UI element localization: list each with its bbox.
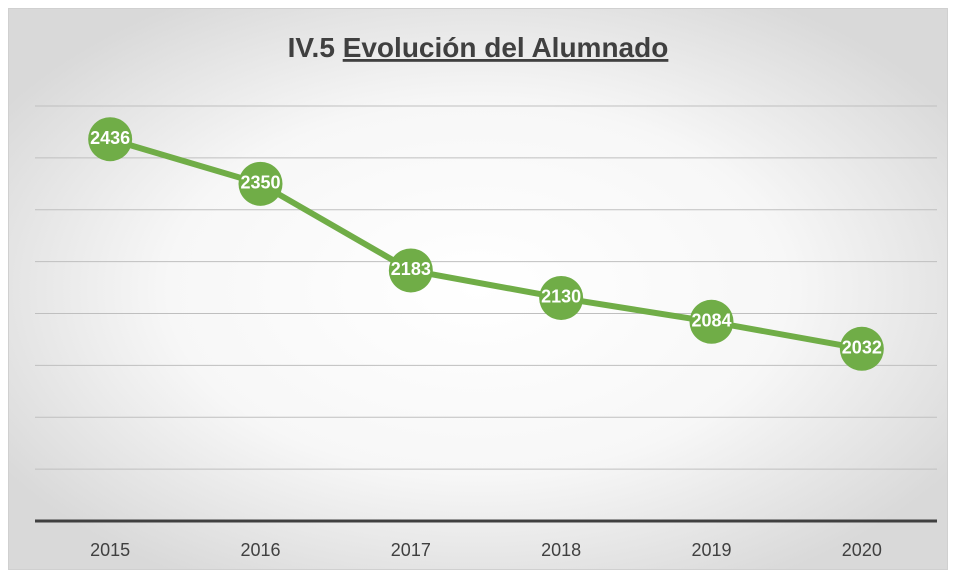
x-tick-label: 2020 [842,540,882,560]
data-label: 2130 [541,287,581,307]
x-tick-label: 2017 [391,540,431,560]
data-point [689,299,734,344]
title-prefix: IV.5 [288,32,335,63]
data-label: 2183 [391,259,431,279]
data-point [839,326,884,371]
x-tick-label: 2018 [541,540,581,560]
data-point [238,161,283,206]
data-point [388,248,433,293]
data-label: 2084 [691,311,731,331]
data-label: 2032 [842,338,882,358]
x-tick-label: 2015 [90,540,130,560]
data-label: 2350 [240,173,280,193]
chart-title: IV.5 Evolución del Alumnado [288,32,669,63]
x-tick-label: 2016 [240,540,280,560]
chart-background [8,8,948,570]
data-point [88,117,133,162]
data-point [539,275,584,320]
title-text: Evolución del Alumnado [343,32,669,63]
series-line [109,136,863,352]
data-label: 2436 [90,128,130,148]
x-tick-label: 2019 [691,540,731,560]
